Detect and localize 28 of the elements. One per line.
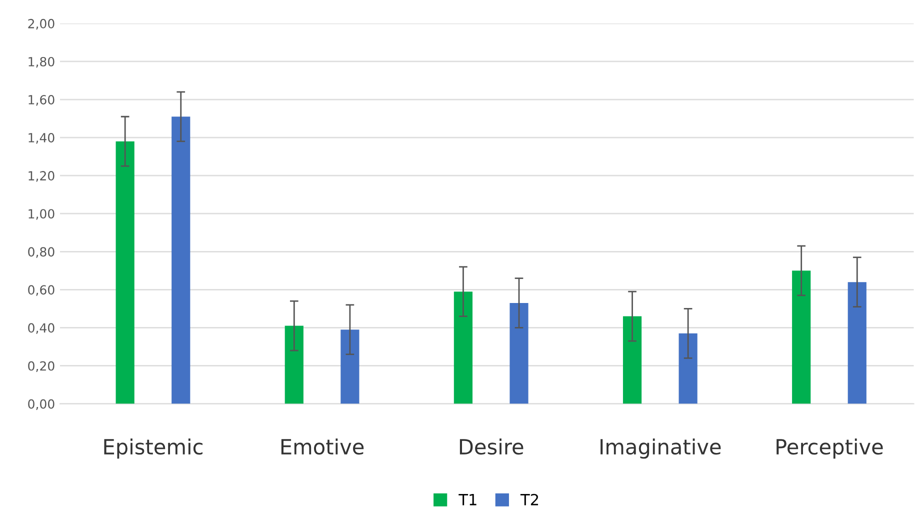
y-tick-label: 1,20 xyxy=(28,171,54,182)
y-tick-label: 0,40 xyxy=(28,323,54,334)
y-tick-label: 2,00 xyxy=(28,18,54,30)
bar xyxy=(848,282,866,404)
y-tick-label: 0,20 xyxy=(28,361,54,372)
legend-label: T2 xyxy=(520,494,538,506)
legend-label: T1 xyxy=(458,494,476,506)
y-tick-label: 1,80 xyxy=(28,56,54,68)
y-tick-label: 0,80 xyxy=(28,247,54,258)
bar xyxy=(622,316,642,404)
y-tick-label: 0,00 xyxy=(28,399,54,410)
bar xyxy=(792,270,811,404)
y-tick-label: 1,00 xyxy=(28,209,54,220)
bar xyxy=(284,326,304,404)
bar xyxy=(172,116,190,404)
y-tick-label: 1,60 xyxy=(28,94,54,106)
y-tick-label: 0,60 xyxy=(28,285,54,296)
bar xyxy=(340,330,360,404)
y-tick-label: 1,40 xyxy=(28,133,54,144)
x-tick-label: Emotive xyxy=(281,438,364,455)
x-tick-label: Imaginative xyxy=(600,438,721,459)
x-tick-label: Desire xyxy=(460,438,524,455)
x-tick-label: Perceptive xyxy=(776,438,883,459)
x-tick-label: Epistemic xyxy=(104,438,202,459)
bar xyxy=(510,302,528,404)
bar xyxy=(678,333,698,404)
bar xyxy=(116,141,134,404)
bar xyxy=(454,292,473,404)
